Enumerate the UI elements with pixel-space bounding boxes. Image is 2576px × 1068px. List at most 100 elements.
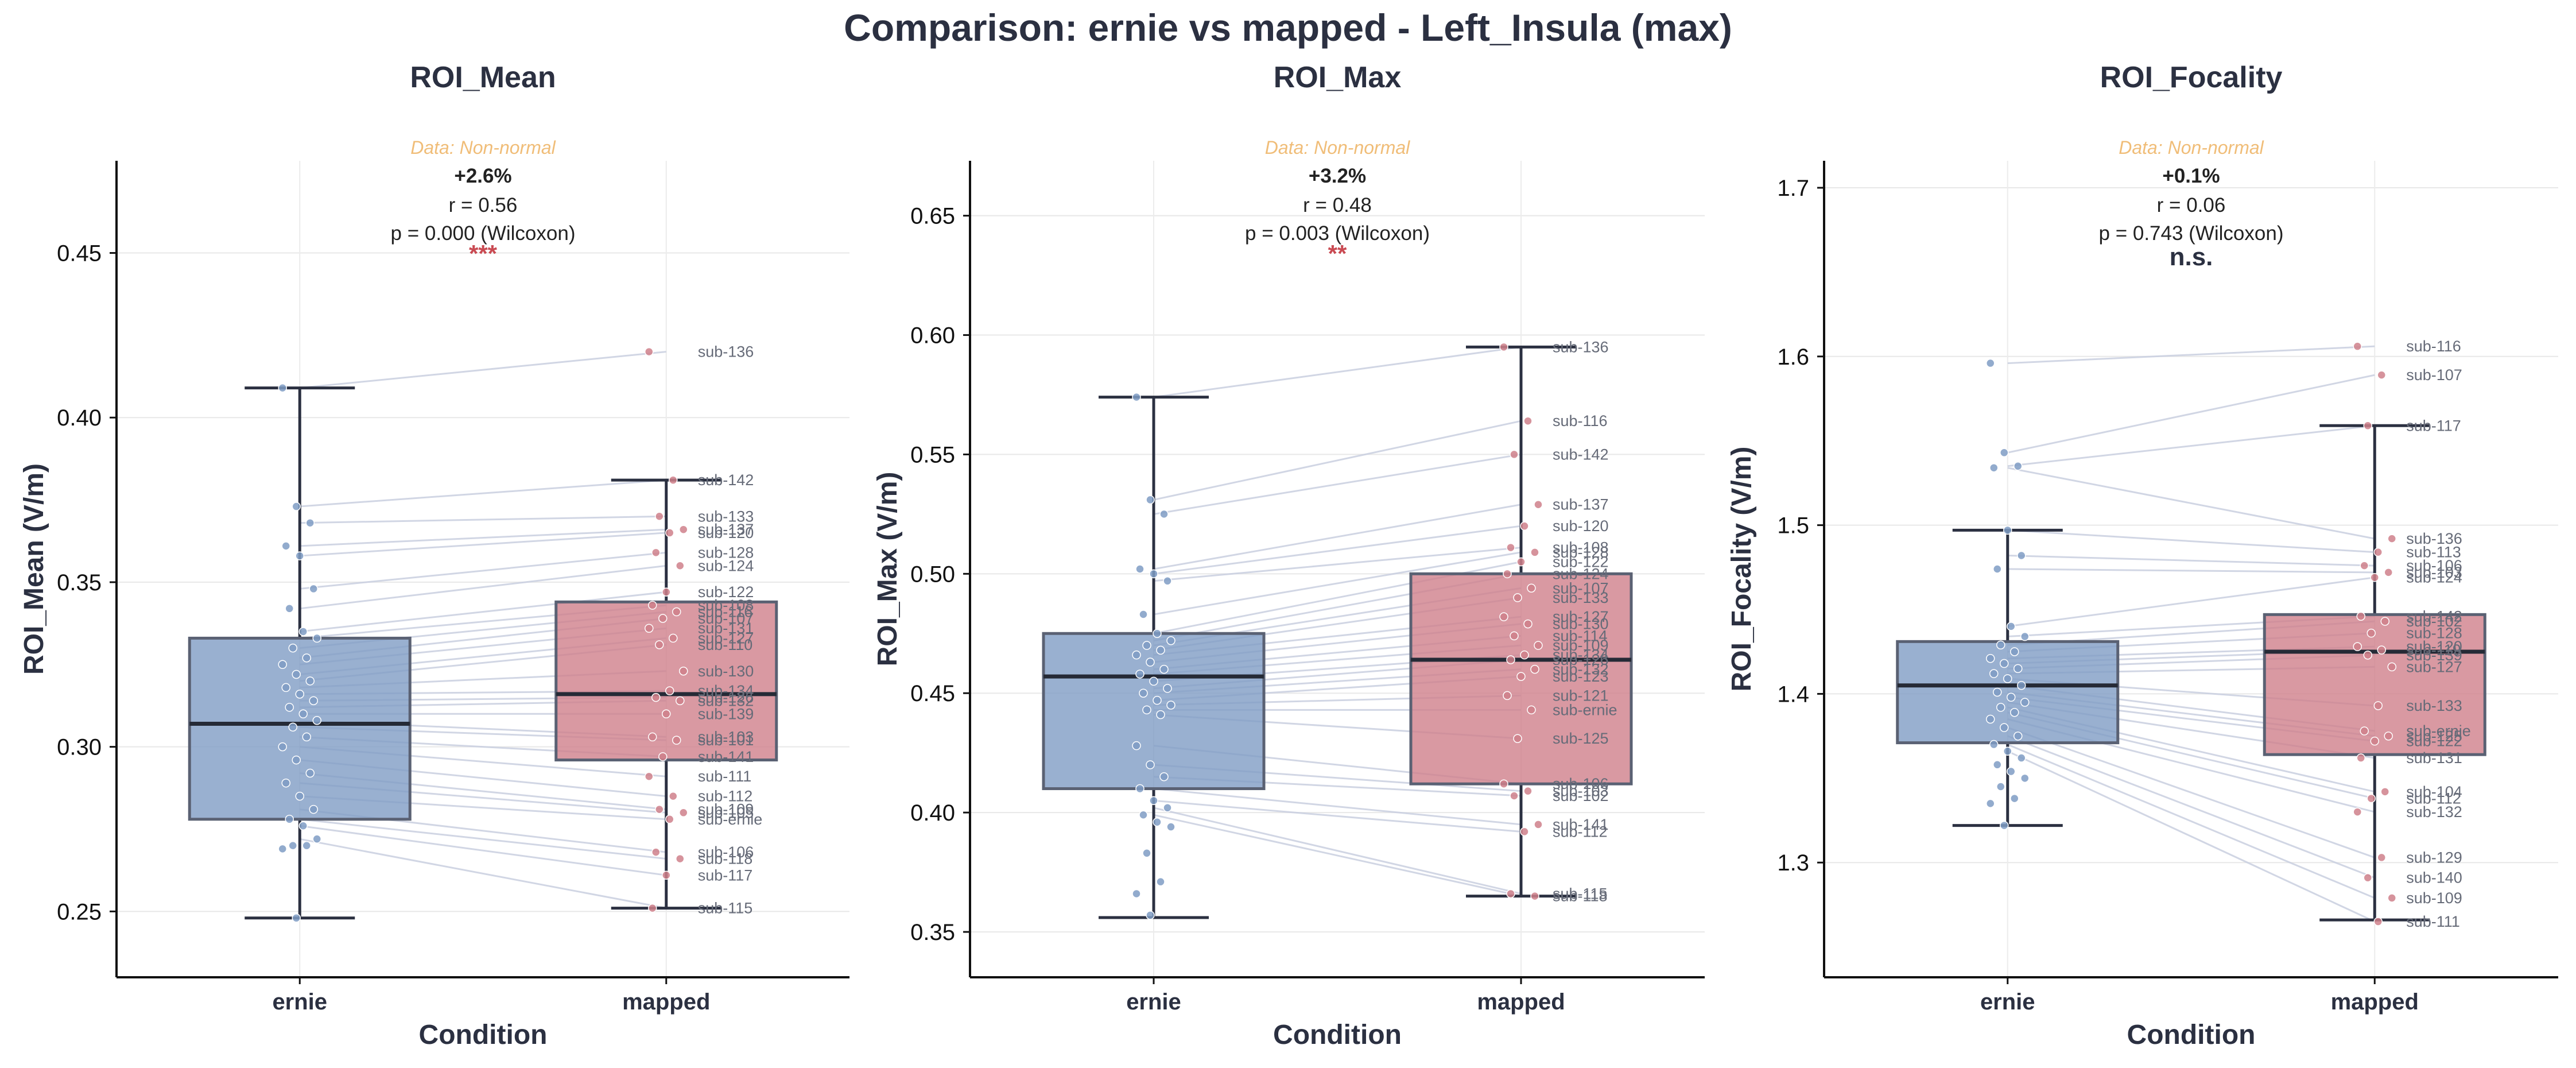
mapped-point xyxy=(2380,617,2389,626)
mapped-point xyxy=(1527,583,1536,593)
y-tick-label: 0.35 xyxy=(910,920,955,945)
ernie-point xyxy=(1156,710,1165,719)
y-axis-label: ROI_Mean (V/m) xyxy=(19,463,49,675)
subject-label: sub-116 xyxy=(1553,412,1608,429)
pair-line xyxy=(2007,735,2375,879)
subject-label: sub-136 xyxy=(698,343,754,361)
x-tick-label: mapped xyxy=(622,989,710,1015)
subject-label: sub-131 xyxy=(2406,749,2462,767)
mapped-point xyxy=(645,347,654,357)
pair-line xyxy=(300,515,666,524)
ernie-point xyxy=(2017,680,2026,690)
mapped-point xyxy=(658,614,668,623)
mapped-point xyxy=(672,607,681,617)
subject-label: sub-127 xyxy=(2406,658,2462,675)
mapped-point xyxy=(2387,534,2396,543)
y-tick-label: 1.7 xyxy=(1777,176,1809,201)
ernie-point xyxy=(1163,803,1172,812)
ernie-point xyxy=(1135,670,1145,679)
pair-line xyxy=(1153,814,1522,897)
ernie-point xyxy=(1156,877,1165,887)
ernie-point xyxy=(1159,664,1169,674)
mapped-point xyxy=(1506,655,1515,664)
ernie-point xyxy=(305,676,315,686)
pair-line xyxy=(300,591,666,633)
subject-label: sub-109 xyxy=(2406,889,2462,907)
subject-label: sub-120 xyxy=(2406,638,2462,655)
pair-line xyxy=(1153,799,1522,833)
mapped-point xyxy=(665,686,674,695)
y-tick-label: 0.40 xyxy=(910,800,955,826)
mapped-point xyxy=(1513,593,1522,602)
mapped-point xyxy=(676,696,685,706)
subject-label: sub-109 xyxy=(1553,637,1609,654)
subject-label: sub-137 xyxy=(1553,496,1609,513)
subject-label: sub-139 xyxy=(698,705,754,722)
subject-label: sub-142 xyxy=(1553,446,1609,463)
subject-label: sub-101 xyxy=(698,732,754,749)
ernie-point xyxy=(1993,760,2002,769)
subject-label: sub-105 xyxy=(698,804,754,821)
test-result: p = 0.000 (Wilcoxon) xyxy=(391,222,576,245)
mapped-point xyxy=(662,709,671,719)
box-iqr xyxy=(2263,613,2486,756)
ernie-point xyxy=(2003,746,2012,756)
ernie-point xyxy=(285,703,294,712)
subplot-title: ROI_Max xyxy=(1274,61,1402,94)
ernie-point xyxy=(309,696,318,706)
subject-label: sub-103 xyxy=(1553,783,1609,800)
ernie-point xyxy=(292,502,301,511)
effect-size: r = 0.06 xyxy=(2157,194,2226,216)
ernie-point xyxy=(1159,509,1169,519)
ernie-point xyxy=(312,834,321,843)
y-tick-label: 0.30 xyxy=(57,735,102,760)
ernie-point xyxy=(2017,753,2026,763)
pair-line xyxy=(1153,504,1522,570)
pair-line xyxy=(1153,807,1522,895)
subject-label: sub-102 xyxy=(2406,613,2462,630)
ernie-point xyxy=(2000,659,2009,668)
mapped-point xyxy=(1523,619,1533,629)
ernie-point xyxy=(1993,687,2002,697)
subject-label: sub-103 xyxy=(2406,564,2462,581)
box-mapped xyxy=(554,478,778,910)
pair-line xyxy=(300,528,666,547)
ernie-point xyxy=(278,742,287,752)
percent-change: +3.2% xyxy=(1309,165,1366,187)
ernie-point xyxy=(288,722,297,732)
x-tick-label: mapped xyxy=(2331,989,2419,1015)
box-mapped xyxy=(2263,424,2486,922)
pair-line xyxy=(300,818,666,860)
subject-label: sub-125 xyxy=(1553,730,1609,747)
subject-label: sub-136 xyxy=(1553,338,1609,355)
ernie-point xyxy=(1996,703,2005,712)
pair-line xyxy=(300,532,666,557)
subject-label: sub-102 xyxy=(1553,787,1609,804)
mapped-point xyxy=(2366,794,2376,803)
ernie-point xyxy=(2003,525,2012,535)
ernie-point xyxy=(2020,773,2030,783)
mapped-point xyxy=(1520,521,1529,531)
pair-line xyxy=(1153,547,1522,582)
x-axis-label: Condition xyxy=(419,1020,548,1050)
subject-label: sub-120 xyxy=(698,524,754,541)
mapped-point xyxy=(648,903,657,913)
pair-line xyxy=(2007,345,2375,365)
ernie-point xyxy=(295,690,304,699)
ernie-point xyxy=(1139,610,1148,619)
subject-label: sub-124 xyxy=(1553,565,1609,582)
x-tick-label: mapped xyxy=(1477,989,1565,1015)
ernie-point xyxy=(1163,684,1172,693)
subject-label: sub-129 xyxy=(2406,849,2462,866)
subject-label: sub-130 xyxy=(698,663,754,680)
box-iqr xyxy=(554,600,778,762)
subject-label: sub-115 xyxy=(1553,885,1608,902)
subject-label: sub-117 xyxy=(698,866,753,884)
mapped-point xyxy=(1510,450,1519,459)
subject-label: sub-118 xyxy=(698,850,753,868)
subject-label: sub-133 xyxy=(698,508,754,525)
normality-note: Data: Non-normal xyxy=(1265,137,1410,158)
mapped-point xyxy=(648,601,657,610)
significance-marker: n.s. xyxy=(2170,243,2213,271)
